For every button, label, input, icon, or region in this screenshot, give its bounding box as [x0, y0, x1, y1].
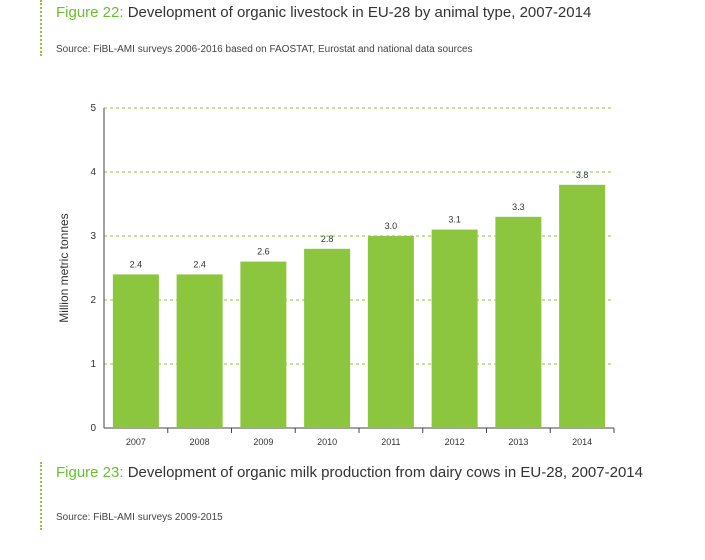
data-label: 3.3: [512, 202, 525, 212]
bar: [559, 184, 606, 428]
figure-23-title: Figure 23: Development of organic milk p…: [56, 464, 643, 481]
figure-23-number: Figure 23:: [56, 464, 124, 481]
data-label: 2.6: [257, 247, 270, 257]
data-label: 3.1: [448, 215, 461, 225]
data-label: 2.4: [193, 259, 206, 269]
figure-22-title: Figure 22: Development of organic livest…: [56, 4, 591, 21]
bar: [176, 274, 223, 428]
y-tick-label: 5: [90, 103, 96, 114]
y-tick-label: 2: [90, 295, 96, 306]
bar: [431, 229, 478, 428]
x-tick-label: 2007: [126, 437, 146, 447]
bar: [240, 261, 287, 428]
data-label: 2.8: [321, 234, 334, 244]
data-label: 3.8: [576, 170, 589, 180]
bar: [304, 248, 351, 428]
bar: [367, 236, 414, 428]
x-tick-label: 2009: [253, 437, 273, 447]
data-label: 2.4: [130, 259, 143, 269]
data-label: 3.0: [385, 221, 398, 231]
milk-production-chart: 0 1 2 3 4 5 Million metric tonnes 2.4 2007 2.4 200…: [57, 103, 615, 447]
figure-22-source: Source: FiBL-AMI surveys 2006-2016 based…: [56, 44, 473, 55]
y-tick-label: 4: [90, 167, 96, 178]
decorative-dotted-line: [40, 0, 42, 56]
x-tick-label: 2010: [317, 437, 337, 447]
x-tick-label: 2013: [508, 437, 528, 447]
decorative-dotted-line: [40, 462, 42, 530]
x-tick-label: 2011: [381, 437, 400, 447]
y-tick-label: 1: [90, 359, 96, 370]
y-axis-label: Million metric tonnes: [57, 213, 71, 322]
figure-23-source: Source: FiBL-AMI surveys 2009-2015: [56, 512, 223, 523]
y-tick-label: 3: [90, 231, 96, 242]
bar: [112, 274, 159, 428]
bar: [495, 216, 542, 428]
y-tick-label: 0: [90, 423, 96, 434]
figure-23-title-text: Development of organic milk production f…: [127, 464, 643, 481]
x-tick-label: 2008: [190, 437, 210, 447]
figure-22-title-text: Development of organic livestock in EU-2…: [127, 4, 592, 21]
x-tick-label: 2012: [445, 437, 465, 447]
x-tick-label: 2014: [572, 437, 592, 447]
figure-22-number: Figure 22:: [56, 4, 124, 21]
